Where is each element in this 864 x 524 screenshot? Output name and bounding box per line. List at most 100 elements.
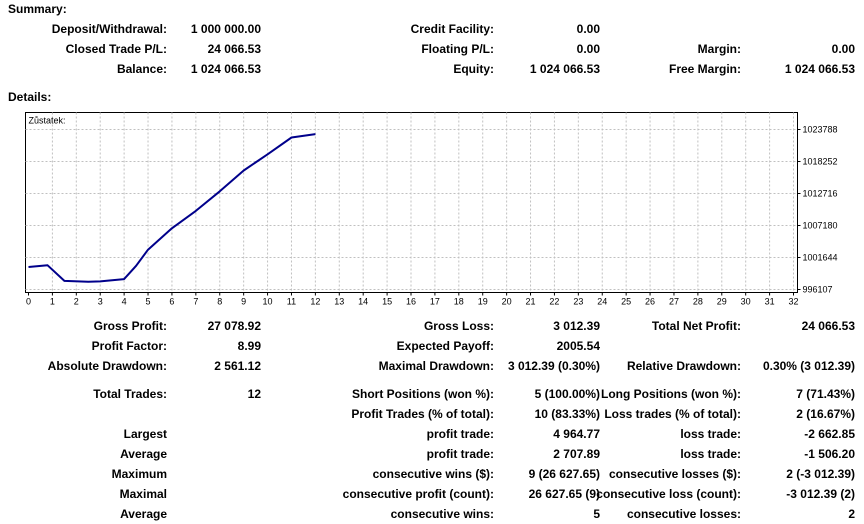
x-tick-label: 10	[263, 297, 273, 307]
x-tick-label: 2	[74, 297, 79, 307]
x-tick-label: 19	[478, 297, 488, 307]
stat-label: Gross Profit:	[93, 319, 167, 333]
stat-value: -3 012.39 (2)	[786, 487, 855, 501]
stat-value: 2	[848, 507, 855, 521]
stat-value: 5 (100.00%)	[534, 387, 600, 401]
x-tick-label: 12	[310, 297, 320, 307]
y-tick-label: 1023788	[803, 125, 838, 135]
stat-label: Free Margin:	[668, 62, 741, 76]
stat-label: Floating P/L:	[421, 42, 494, 56]
x-tick-label: 27	[669, 297, 679, 307]
stat-value: 2 561.12	[214, 359, 261, 373]
y-tick-label: 1001644	[803, 252, 838, 262]
x-tick-label: 0	[26, 297, 31, 307]
x-tick-label: 20	[502, 297, 512, 307]
stat-value: 1 024 066.53	[784, 62, 855, 76]
x-tick-label: 16	[406, 297, 416, 307]
stat-value: 7 (71.43%)	[796, 387, 855, 401]
details-heading: Details:	[8, 90, 52, 104]
stat-label: Maximum	[111, 467, 167, 481]
x-tick-label: 13	[334, 297, 344, 307]
stat-label: Relative Drawdown:	[626, 359, 741, 373]
stat-value: 12	[247, 387, 261, 401]
stat-label: Average	[120, 447, 167, 461]
stat-value: -1 506.20	[804, 447, 855, 461]
stat-label: Short Positions (won %):	[352, 387, 494, 401]
summary-heading: Summary:	[8, 2, 67, 16]
x-tick-label: 8	[217, 297, 222, 307]
stat-label: Total Net Profit:	[651, 319, 741, 333]
x-tick-label: 3	[98, 297, 103, 307]
stat-label: Long Positions (won %):	[601, 387, 741, 401]
stat-label: Closed Trade P/L:	[65, 42, 167, 56]
y-tick-label: 996107	[803, 285, 833, 295]
x-tick-label: 23	[573, 297, 583, 307]
stat-value: 0.30% (3 012.39)	[762, 359, 855, 373]
stat-value: 2005.54	[556, 339, 600, 353]
x-tick-label: 29	[717, 297, 727, 307]
stat-label: profit trade:	[426, 427, 494, 441]
x-tick-label: 22	[549, 297, 559, 307]
stat-value: -2 662.85	[804, 427, 855, 441]
stat-label: Equity:	[453, 62, 494, 76]
stat-value: 24 066.53	[207, 42, 261, 56]
stat-value: 0.00	[831, 42, 855, 56]
stat-label: Total Trades:	[93, 387, 167, 401]
x-tick-label: 31	[765, 297, 775, 307]
stat-value: 24 066.53	[801, 319, 855, 333]
balance-chart-svg: 0 1 2 3 4 5 6 7 8 9 10 11 12 13 14 15 16 17 18 19 20 21 22 23 24…	[25, 112, 838, 307]
x-tick-label: 28	[693, 297, 703, 307]
y-tick-label: 1012716	[803, 188, 838, 198]
stat-label: Loss trades (% of total):	[604, 407, 741, 421]
balance-chart: 0 1 2 3 4 5 6 7 8 9 10 11 12 13 14 15 16 17 18 19 20 21 22 23 24…	[25, 112, 860, 307]
x-tick-label: 26	[645, 297, 655, 307]
stat-label: Maximal	[119, 487, 167, 501]
stat-value: 1 000 000.00	[190, 22, 261, 36]
y-tick-label: 1007180	[803, 220, 838, 230]
stat-value: 10 (83.33%)	[534, 407, 600, 421]
x-tick-label: 15	[382, 297, 392, 307]
x-tick-label: 14	[358, 297, 368, 307]
x-tick-label: 32	[788, 297, 798, 307]
stat-label: loss trade:	[680, 447, 741, 461]
stat-label: Average	[120, 507, 167, 521]
stat-value: 3 012.39	[553, 319, 600, 333]
x-tick-label: 5	[146, 297, 151, 307]
stat-value: 2 707.89	[553, 447, 600, 461]
stat-value: 8.99	[237, 339, 261, 353]
stat-label: Balance:	[116, 62, 167, 76]
stat-label: profit trade:	[426, 447, 494, 461]
stat-label: Absolute Drawdown:	[47, 359, 167, 373]
x-tick-label: 6	[169, 297, 174, 307]
chart-label: Zůstatek:	[29, 116, 66, 126]
x-tick-label: 21	[526, 297, 536, 307]
stat-value: 5	[593, 507, 600, 521]
stat-value: 4 964.77	[553, 427, 600, 441]
stat-label: Credit Facility:	[410, 22, 494, 36]
balance-series-line	[28, 133, 316, 283]
stat-label: Gross Loss:	[423, 319, 494, 333]
stat-label: consecutive losses:	[626, 507, 741, 521]
stat-value: 0.00	[576, 42, 600, 56]
stat-label: consecutive loss (count):	[596, 487, 741, 501]
stat-value: 27 078.92	[207, 319, 261, 333]
x-tick-label: 7	[193, 297, 198, 307]
stat-value: 3 012.39 (0.30%)	[507, 359, 600, 373]
x-tick-label: 17	[430, 297, 440, 307]
stat-label: Maximal Drawdown:	[378, 359, 494, 373]
stat-value: 9 (26 627.65)	[528, 467, 600, 481]
x-tick-label: 30	[741, 297, 751, 307]
x-tick-label: 24	[597, 297, 607, 307]
stat-label: Deposit/Withdrawal:	[51, 22, 167, 36]
stat-label: consecutive wins ($):	[372, 467, 494, 481]
stat-label: consecutive losses ($):	[608, 467, 741, 481]
x-tick-label: 4	[122, 297, 127, 307]
x-tick-label: 25	[621, 297, 631, 307]
stat-label: consecutive wins:	[390, 507, 494, 521]
stat-label: consecutive profit (count):	[342, 487, 494, 501]
stat-value: 2 (16.67%)	[796, 407, 855, 421]
stat-label: Profit Factor:	[91, 339, 167, 353]
stat-label: loss trade:	[680, 427, 741, 441]
x-tick-label: 9	[241, 297, 246, 307]
stat-label: Largest	[123, 427, 167, 441]
